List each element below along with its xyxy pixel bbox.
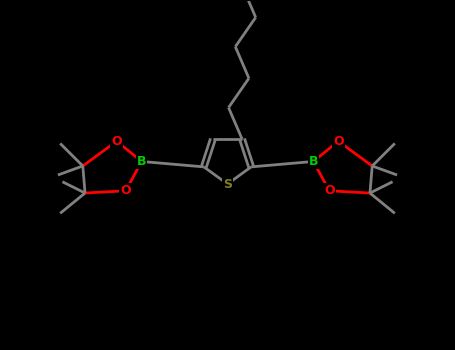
Text: S: S: [223, 177, 232, 190]
Text: O: O: [333, 135, 344, 148]
Text: O: O: [121, 184, 131, 197]
Text: B: B: [137, 155, 147, 168]
Text: O: O: [111, 135, 122, 148]
Text: O: O: [324, 184, 334, 197]
Text: B: B: [308, 155, 318, 168]
